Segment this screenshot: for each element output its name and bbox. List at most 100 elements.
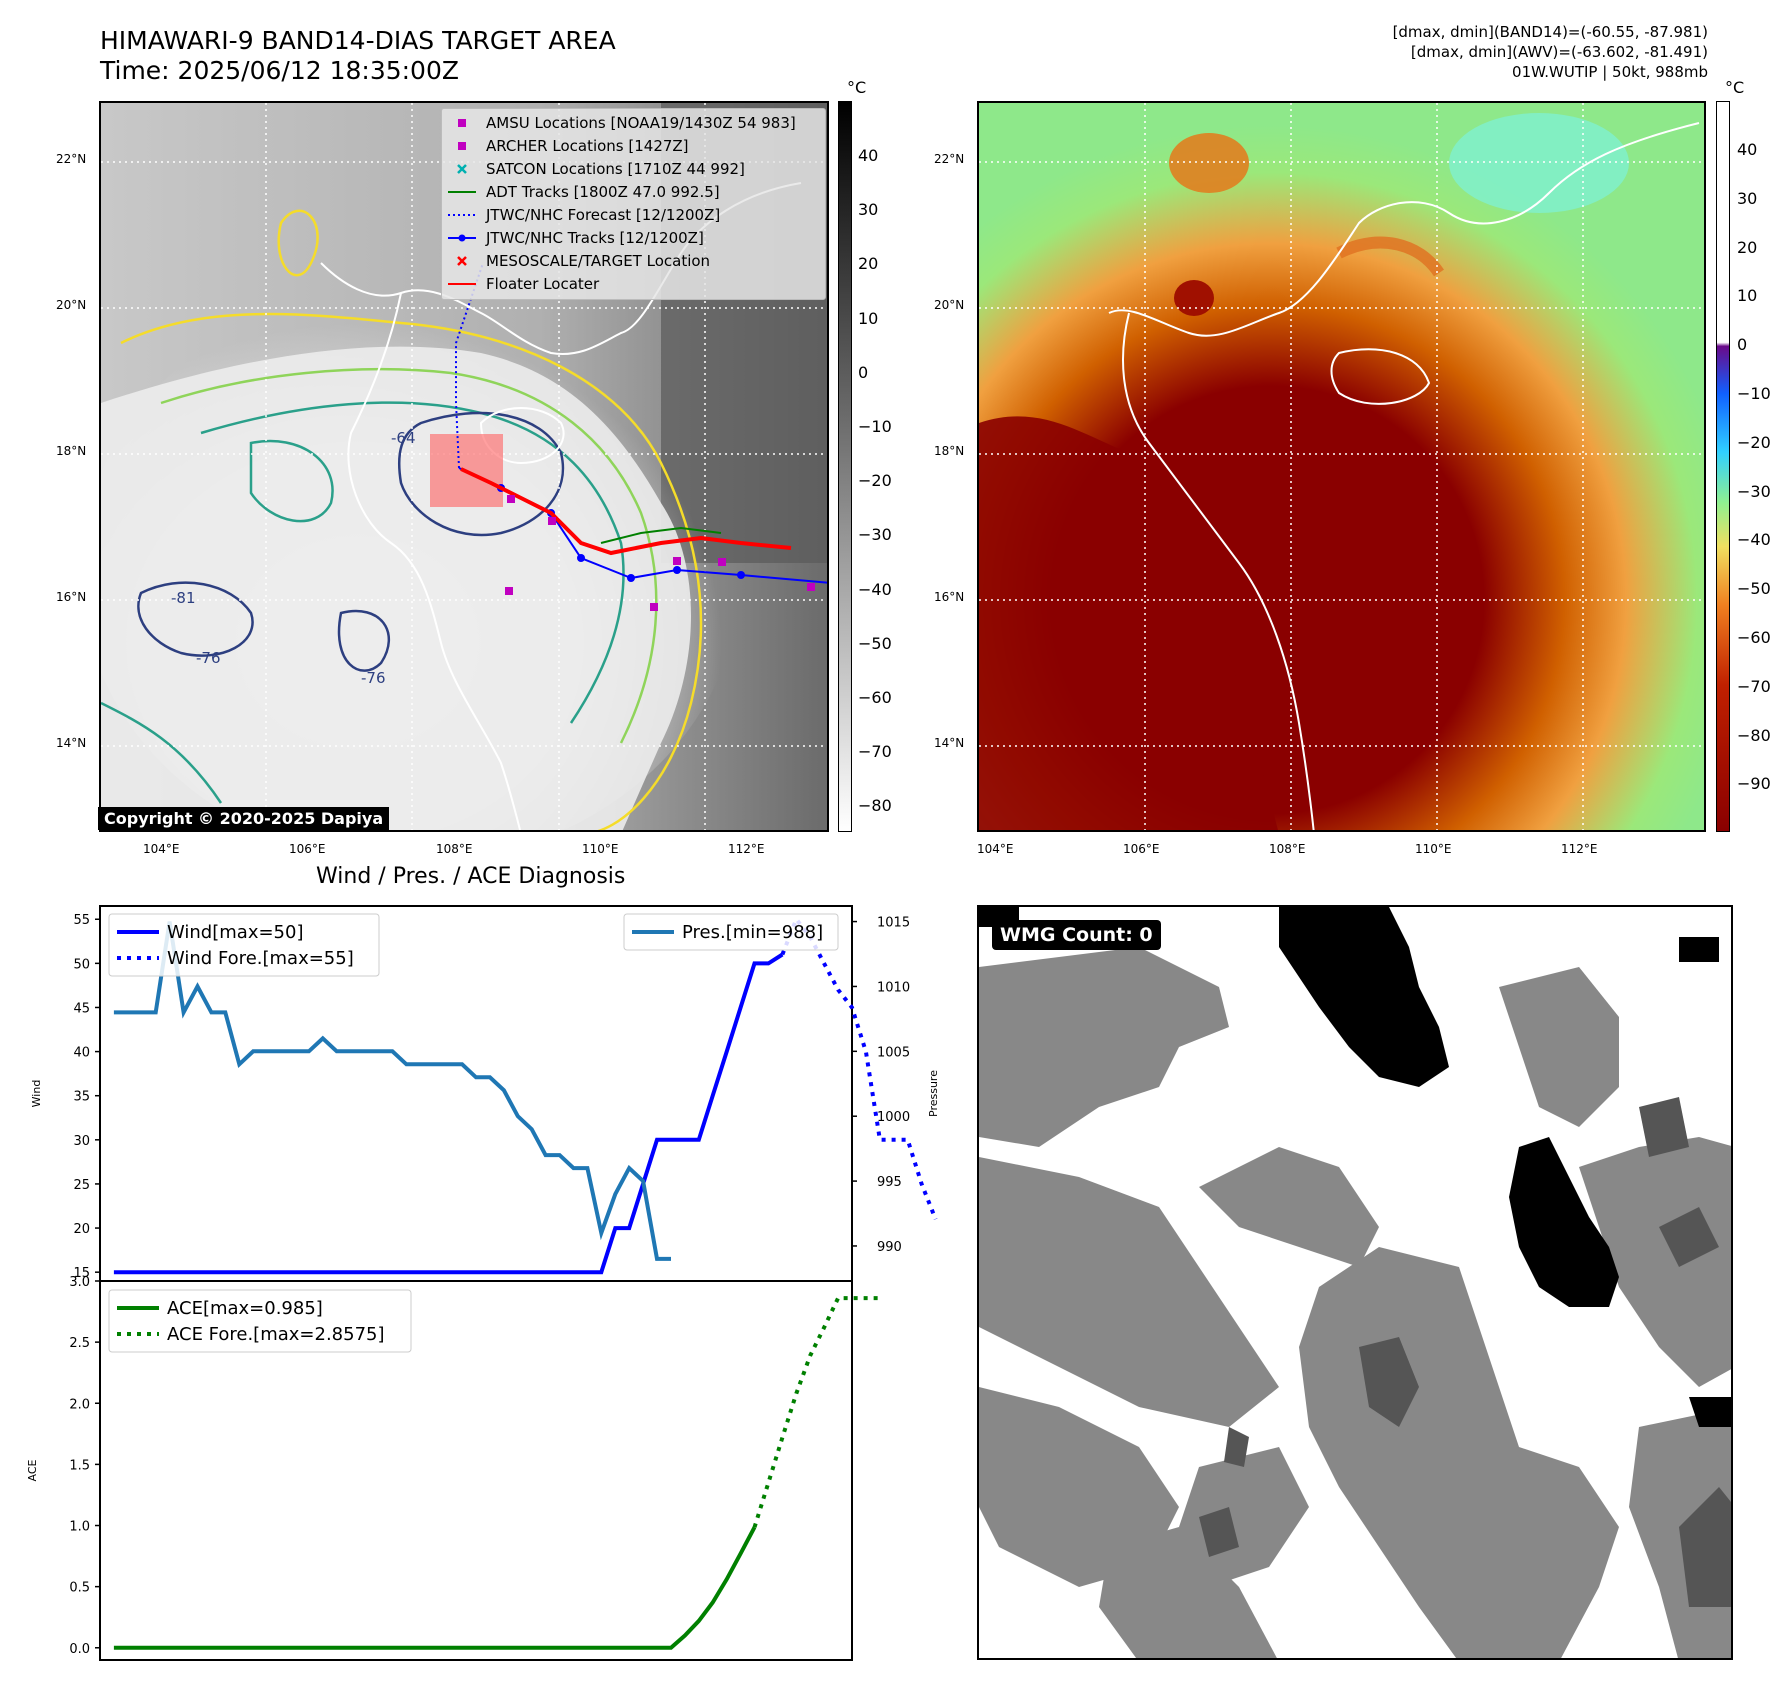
contour-label: -76 xyxy=(196,649,221,667)
map-title-line-2: Time: 2025/06/12 18:35:00Z xyxy=(100,56,459,85)
legend-item-amsu: AMSU Locations [NOAA19/1430Z 54 983] xyxy=(442,111,825,134)
jtwc-forecast-line xyxy=(455,262,484,469)
wind-legend xyxy=(108,913,380,977)
legend-entry-label: Pres.[min=988] xyxy=(682,922,823,943)
line-icon xyxy=(448,190,476,193)
ace-tick-label: 0.0 xyxy=(69,1642,90,1657)
colorbar-tick-label: −60 xyxy=(858,688,892,707)
floater-locater-line xyxy=(460,467,792,556)
colorbar-tick-label: −30 xyxy=(858,525,892,545)
colorbar-tick-label: −20 xyxy=(1737,432,1771,452)
colorbar-tick-label: −50 xyxy=(1737,579,1771,599)
square-marker-icon xyxy=(458,141,466,150)
lon-tick-label: 104°E xyxy=(977,842,1014,856)
lat-tick-label: 16°N xyxy=(934,590,965,604)
y-tick-label: 15 xyxy=(73,1266,90,1281)
contour-label: -76 xyxy=(361,669,386,687)
lat-tick-label: 20°N xyxy=(934,298,965,312)
ace-axes-frame xyxy=(99,1280,853,1661)
awv-map-canvas xyxy=(979,103,1704,830)
colorbar-tick-label: 30 xyxy=(858,200,879,220)
ace-tick-label: 0.5 xyxy=(69,1581,90,1596)
y-tick-label: 45 xyxy=(73,1001,90,1016)
legend-item-archer: ARCHER Locations [1427Z] xyxy=(442,134,825,157)
lat-tick-label: 14°N xyxy=(56,736,87,750)
legend-entry-label: ACE[max=0.985] xyxy=(167,1298,323,1319)
y2-tick-label: 1015 xyxy=(877,916,910,931)
legend-entry-label: ACE Fore.[max=2.8575] xyxy=(167,1324,385,1345)
x-marker-icon xyxy=(457,163,467,174)
colorbar-tick-label: −70 xyxy=(858,742,892,762)
legend-item-floater: Floater Locater xyxy=(442,272,825,295)
colorbar-tick-label: −40 xyxy=(1737,530,1771,550)
colorbar-tick-label: −50 xyxy=(858,633,892,653)
colorbar-tick-label: 40 xyxy=(1737,140,1758,159)
ace-series-line xyxy=(113,1526,757,1650)
lon-tick-label: 106°E xyxy=(289,842,326,856)
pressure-series-line xyxy=(113,921,671,1261)
ace-forecast-series-line xyxy=(752,1296,880,1528)
dmax-awv-info: [dmax, dmin](AWV)=(-63.602, -81.491) xyxy=(1410,43,1708,61)
dmax-band14-info: [dmax, dmin](BAND14)=(-60.55, -87.981) xyxy=(1392,23,1708,41)
lon-tick-label: 112°E xyxy=(728,842,765,856)
storm-info: 01W.WUTIP | 50kt, 988mb xyxy=(1512,63,1708,81)
x-marker-icon xyxy=(457,255,467,266)
ace-axis-label: ACE xyxy=(26,1459,39,1481)
y-tick-label: 30 xyxy=(73,1134,90,1149)
y2-tick-label: 1000 xyxy=(877,1110,910,1125)
lat-tick-label: 22°N xyxy=(934,152,965,166)
copyright-label: Copyright © 2020-2025 Dapiya xyxy=(98,807,390,830)
colorbar-tick-label: −10 xyxy=(1737,384,1771,403)
colorbar-tick-label: −80 xyxy=(1737,725,1771,745)
lon-tick-label: 110°E xyxy=(582,842,619,856)
legend-item-jtwc-tracks: JTWC/NHC Tracks [12/1200Z] xyxy=(442,226,825,249)
right-colorbar xyxy=(1716,101,1730,832)
legend-entry-label: Wind[max=50] xyxy=(167,922,304,943)
y2-tick-label: 1010 xyxy=(877,980,910,995)
awv-map-grid xyxy=(979,103,1704,830)
lat-tick-label: 14°N xyxy=(934,736,965,750)
diagnosis-title: Wind / Pres. / ACE Diagnosis xyxy=(316,864,626,889)
contour-label: -81 xyxy=(171,589,196,607)
awv-map-panel xyxy=(977,101,1706,832)
legend-item-adt: ADT Tracks [1800Z 47.0 992.5] xyxy=(442,180,825,203)
right-colorbar-unit: °C xyxy=(1725,78,1745,97)
ace-tick-label: 2.5 xyxy=(69,1336,90,1351)
colorbar-tick-label: −40 xyxy=(858,579,892,599)
colorbar-tick-label: 30 xyxy=(1737,188,1758,208)
left-colorbar-unit: °C xyxy=(847,78,867,97)
legend-item-satcon: SATCON Locations [1710Z 44 992] xyxy=(442,157,825,180)
colorbar-tick-label: 40 xyxy=(858,146,879,165)
pressure-legend xyxy=(623,913,839,951)
ace-tick-label: 2.0 xyxy=(69,1397,90,1412)
adt-track-line xyxy=(600,526,722,544)
y-tick-label: 20 xyxy=(73,1222,90,1237)
y2-tick-label: 995 xyxy=(877,1175,902,1190)
legend-item-mesoscale: MESOSCALE/TARGET Location xyxy=(442,249,825,272)
lon-tick-label: 108°E xyxy=(1269,842,1306,856)
line-icon xyxy=(448,282,476,285)
colorbar-tick-label: −90 xyxy=(1737,774,1771,794)
map-title-line-1: HIMAWARI-9 BAND14-DIAS TARGET AREA xyxy=(100,26,616,55)
legend-item-jtwc-forecast: JTWC/NHC Forecast [12/1200Z] xyxy=(442,203,825,226)
ace-tick-label: 1.5 xyxy=(69,1458,90,1473)
wmg-canvas xyxy=(979,907,1731,1658)
lat-tick-label: 22°N xyxy=(56,152,87,166)
colorbar-tick-label: 20 xyxy=(1737,237,1758,257)
lat-tick-label: 20°N xyxy=(56,298,87,312)
ace-tick-label: 3.0 xyxy=(69,1275,90,1290)
y2-tick-label: 990 xyxy=(877,1240,902,1255)
lon-tick-label: 110°E xyxy=(1415,842,1452,856)
y2-tick-label: 1005 xyxy=(877,1045,910,1060)
wind-axis-label: Wind xyxy=(30,1080,43,1108)
legend-entry-label: Wind Fore.[max=55] xyxy=(167,948,354,969)
colorbar-tick-label: 10 xyxy=(858,308,879,328)
wind-forecast-series-line xyxy=(780,915,938,1220)
y-tick-label: 40 xyxy=(73,1046,90,1061)
square-marker-icon xyxy=(458,118,466,127)
lon-tick-label: 104°E xyxy=(143,842,180,856)
wind-series-line xyxy=(113,952,784,1275)
colorbar-tick-label: 20 xyxy=(858,254,879,274)
colorbar-tick-label: −70 xyxy=(1737,676,1771,696)
